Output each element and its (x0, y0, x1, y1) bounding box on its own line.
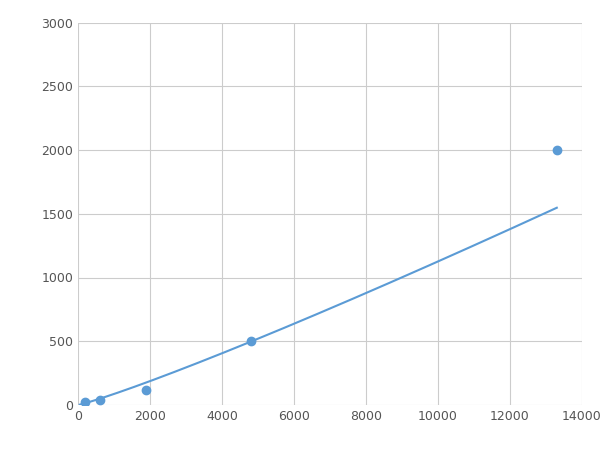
Point (80, 399, 90, 406)
Point (552, 146, 562, 153)
Point (246, 338, 256, 345)
Point (95, 396, 104, 404)
Point (142, 386, 151, 393)
